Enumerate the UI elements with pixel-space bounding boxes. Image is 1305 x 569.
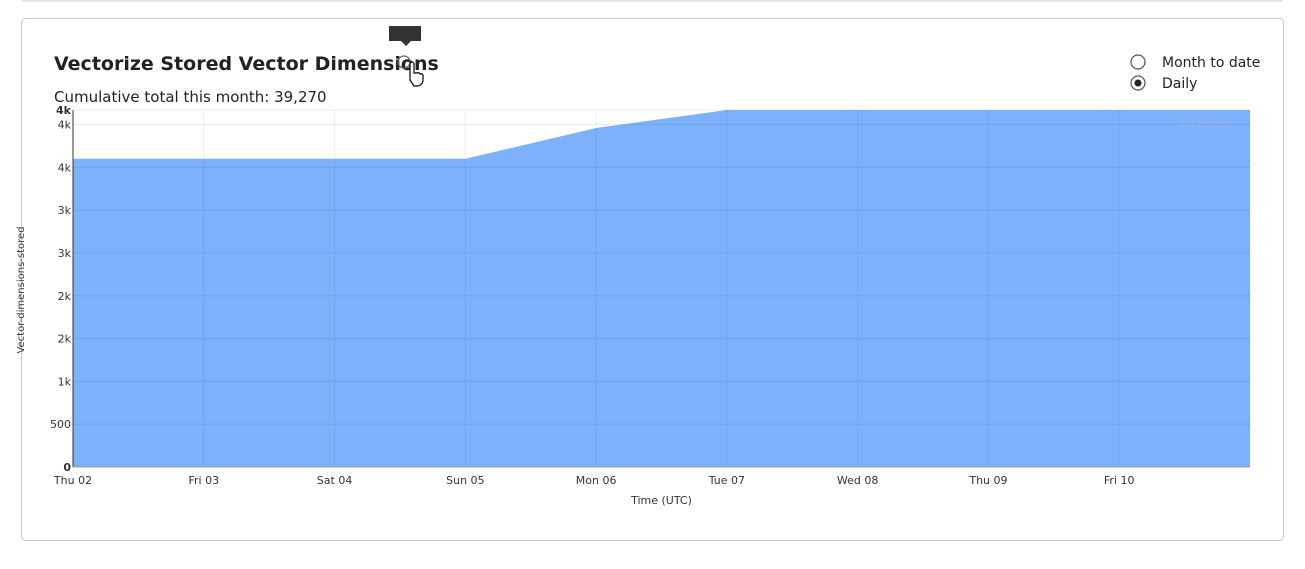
radio[interactable]	[1130, 54, 1146, 70]
prev-card	[21, 0, 1284, 2]
x-tick-label: Fri 10	[1104, 474, 1135, 487]
x-tick-label: Sun 05	[446, 474, 484, 487]
y-tick-label: 3k	[58, 247, 72, 260]
card-title: Vectorize Stored Vector Dimensions	[54, 53, 439, 75]
x-tick-label: Fri 03	[188, 474, 219, 487]
tooltip	[389, 26, 421, 46]
y-tick-label: 1k	[58, 375, 72, 388]
x-tick-label: Sat 04	[317, 474, 353, 487]
cursor	[409, 61, 424, 87]
x-axis-label: Time (UTC)	[630, 494, 692, 507]
y-tick-label: 4k	[56, 104, 72, 117]
radio-dot	[1134, 79, 1142, 87]
y-tick-label: 2k	[58, 333, 72, 346]
y-tick-label: 0	[63, 461, 71, 474]
area	[73, 110, 1250, 467]
y-tick-label: 500	[50, 418, 71, 431]
legend-label[interactable]: All zones	[1180, 117, 1229, 130]
legend-swatch	[1167, 118, 1177, 128]
x-tick-label: Wed 08	[837, 474, 878, 487]
y-tick-label: 2k	[58, 290, 72, 303]
radio-label[interactable]: Daily	[1162, 76, 1197, 92]
y-axis-label: Vector-dimensions-stored	[16, 226, 27, 353]
x-tick-label: Thu 02	[53, 474, 92, 487]
card-subtitle: Cumulative total this month: 39,270	[54, 88, 327, 106]
y-tick-label: 4k	[58, 161, 72, 174]
y-tick-label: 3k	[58, 204, 72, 217]
radio-label[interactable]: Month to date	[1162, 55, 1260, 71]
x-tick-label: Tue 07	[708, 474, 745, 487]
x-tick-label: Thu 09	[968, 474, 1007, 487]
x-tick-label: Mon 06	[576, 474, 617, 487]
info-icon[interactable]	[397, 55, 411, 69]
y-tick-label: 4k	[58, 119, 72, 132]
